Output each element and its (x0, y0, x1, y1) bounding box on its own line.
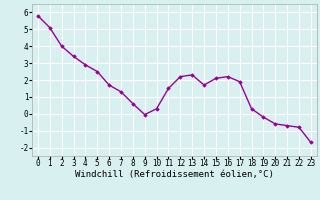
X-axis label: Windchill (Refroidissement éolien,°C): Windchill (Refroidissement éolien,°C) (75, 170, 274, 179)
